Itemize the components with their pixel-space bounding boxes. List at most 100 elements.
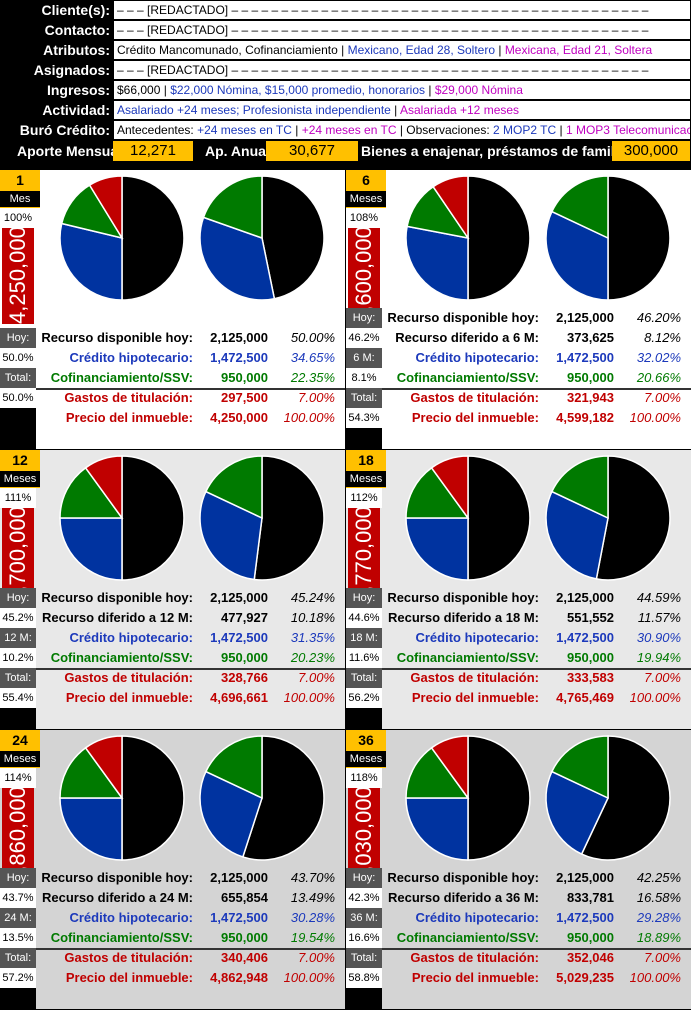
row-label: Precio del inmueble: (411, 970, 539, 985)
hoy-pct: 50.0% (0, 348, 36, 368)
row-pre: Precio del inmueble: 4,250,000 100.00% (38, 408, 345, 428)
row-amount: 333,583 (567, 670, 614, 685)
row-amount: 1,472,500 (556, 630, 614, 645)
row-percent: 32.02% (636, 350, 681, 365)
price-vertical: 4,250,000 (2, 226, 34, 324)
header-segment: $29,000 Nómina (434, 83, 523, 97)
pie-slice (121, 175, 185, 301)
header-section: Cliente(s): – – – [REDACTADO] – – – – – –… (0, 0, 691, 170)
hoy-label: Hoy: (0, 328, 36, 348)
row-label: Recurso diferido a 24 M: (42, 890, 193, 905)
row-amount: 352,046 (567, 950, 614, 965)
row-amount: 328,766 (221, 670, 268, 685)
header-row: Asignados: – – – [REDACTADO] – – – – – – … (0, 60, 691, 80)
row-percent: 100.00% (629, 690, 681, 705)
row-amount: 2,125,000 (210, 330, 268, 345)
pie-slice (253, 455, 325, 581)
row-amount: 1,472,500 (556, 910, 614, 925)
header-row: Ingresos: $66,000 | $22,000 Nómina, $15,0… (0, 80, 691, 100)
row-cof: Cofinanciamiento/SSV: 950,000 19.54% (38, 928, 345, 948)
aporte-label: Aporte Mensual: (17, 143, 127, 159)
header-segment: – – – [REDACTADO] – – – – – – – – – – – … (117, 63, 649, 77)
month-badge: 12 Meses (0, 450, 40, 488)
pie-slice (59, 746, 124, 799)
header-segment: Asalariada +12 meses (399, 103, 520, 117)
row-amount: 4,250,000 (210, 410, 268, 425)
row-percent: 7.00% (298, 670, 335, 685)
pie-slice (121, 735, 185, 861)
row-gas: Gastos de titulación: 352,046 7.00% (384, 948, 691, 968)
row-label: Cofinanciamiento/SSV: (396, 650, 539, 665)
row-percent: 7.00% (644, 670, 681, 685)
row-percent: 8.12% (644, 330, 681, 345)
header-segment: +24 meses en TC (301, 123, 397, 137)
header-segment: | (425, 83, 435, 97)
row-label: Cofinanciamiento/SSV: (396, 370, 539, 385)
row-percent: 11.57% (637, 610, 681, 625)
row-percent: 20.23% (290, 650, 335, 665)
row-percent: 18.89% (636, 930, 681, 945)
row-label: Recurso disponible hoy: (387, 590, 539, 605)
pie-slice (199, 490, 263, 581)
total-label: Total: (0, 368, 36, 388)
header-value: – – – [REDACTADO] – – – – – – – – – – – … (114, 61, 690, 79)
month-number: 36 (358, 732, 374, 748)
row-percent: 19.54% (290, 930, 335, 945)
pie-charts (59, 175, 325, 301)
increase-pct: 118% (346, 768, 382, 788)
row-gas: Gastos de titulación: 340,406 7.00% (38, 948, 345, 968)
row-disp: Recurso disponible hoy: 2,125,000 45.24% (38, 588, 345, 608)
row-percent: 29.28% (636, 910, 681, 925)
divider (382, 948, 691, 950)
header-segment: | Observaciones: (396, 123, 494, 137)
header-segment: 1 MOP3 Telecomunicaciones (565, 123, 690, 137)
header-segment: Antecedentes: (117, 123, 198, 137)
total-pct: 57.2% (0, 968, 36, 988)
header-segment: Mexicana, Edad 21, Soltera (504, 43, 653, 57)
scenario-panel: 1 Mes 100% 4,250,000 Hoy: 50.0% Total: 50.0% Rec… (0, 170, 345, 450)
row-amount: 373,625 (567, 330, 614, 345)
hoy-pct: 46.2% (346, 328, 382, 348)
row-pre: Precio del inmueble: 4,862,948 100.00% (38, 968, 345, 988)
month-number: 6 (362, 172, 370, 188)
row-percent: 100.00% (629, 970, 681, 985)
row-amount: 1,472,500 (210, 630, 268, 645)
row-percent: 13.49% (290, 890, 335, 905)
increase-pct: 111% (0, 488, 36, 508)
pie-slice (405, 517, 469, 581)
row-amount: 2,125,000 (556, 590, 614, 605)
row-pre: Precio del inmueble: 5,029,235 100.00% (384, 968, 691, 988)
row-amount: 5,029,235 (556, 970, 614, 985)
month-unit: Meses (0, 471, 40, 487)
header-label: Ingresos: (46, 82, 110, 98)
row-disp: Recurso disponible hoy: 2,125,000 44.59% (384, 588, 691, 608)
pie-slice (199, 216, 276, 301)
row-pre: Precio del inmueble: 4,599,182 100.00% (384, 408, 691, 428)
divider (382, 668, 691, 670)
header-value: Antecedentes: +24 meses en TC | +24 mese… (114, 121, 690, 139)
row-cof: Cofinanciamiento/SSV: 950,000 18.89% (384, 928, 691, 948)
header-row: Contacto: – – – [REDACTADO] – – – – – – –… (0, 20, 691, 40)
total-label: Total: (0, 668, 36, 688)
row-amount: 2,125,000 (556, 310, 614, 325)
month-number: 24 (12, 732, 28, 748)
row-amount: 950,000 (567, 370, 614, 385)
row-label: Crédito hipotecario: (69, 350, 193, 365)
row-gas: Gastos de titulación: 328,766 7.00% (38, 668, 345, 688)
row-amount: 4,599,182 (556, 410, 614, 425)
row-percent: 45.24% (290, 590, 335, 605)
hoy-pct: 44.6% (346, 608, 382, 628)
row-pre: Precio del inmueble: 4,696,661 100.00% (38, 688, 345, 708)
row-label: Recurso diferido a 18 M: (388, 610, 539, 625)
row-amount: 4,862,948 (210, 970, 268, 985)
header-value: $66,000 | $22,000 Nómina, $15,000 promed… (114, 81, 690, 99)
row-label: Recurso disponible hoy: (41, 330, 193, 345)
header-row: Buró Crédito: Antecedentes: +24 meses en … (0, 120, 691, 140)
hoy-label: Hoy: (346, 588, 382, 608)
row-amount: 950,000 (221, 370, 268, 385)
month-pct: 8.1% (346, 368, 382, 388)
pie-charts (405, 175, 671, 301)
increase-pct: 114% (0, 768, 36, 788)
row-percent: 100.00% (283, 690, 335, 705)
header-segment: – – – [REDACTADO] – – – – – – – – – – – … (117, 23, 649, 37)
